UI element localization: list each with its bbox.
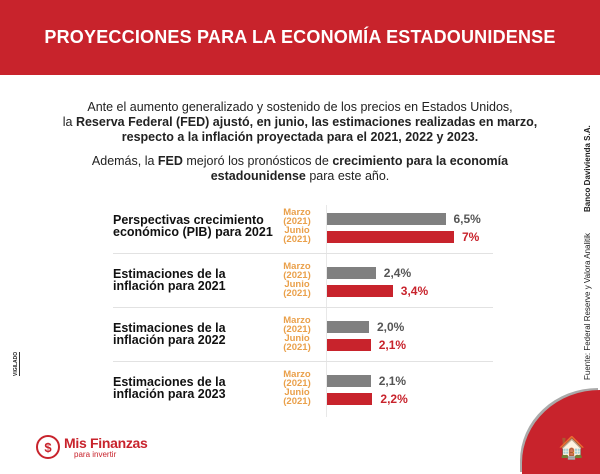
house-mascot-icon: 🏠 xyxy=(558,435,586,460)
intro-text-bold: crecimiento para la economía estadounide… xyxy=(210,154,509,183)
bar-marzo xyxy=(327,321,369,333)
header-banner: PROYECCIONES PARA LA ECONOMÍA ESTADOUNID… xyxy=(0,0,600,75)
series-label: Marzo (2021) xyxy=(283,315,311,335)
vigilado-seal: VIGILADO xyxy=(13,351,20,376)
row-divider xyxy=(113,253,493,254)
page-title: PROYECCIONES PARA LA ECONOMÍA ESTADOUNID… xyxy=(44,27,556,47)
category-label: Perspectivas crecimiento económico (PIB)… xyxy=(113,213,273,239)
data-label: 2,2% xyxy=(380,392,408,406)
bar-marzo xyxy=(327,375,371,387)
row-divider xyxy=(113,361,493,362)
intro-text-plain: para este año. xyxy=(305,169,390,183)
data-label: 6,5% xyxy=(453,212,481,226)
mis-finanzas-logo: $ Mis Finanzas para invertir xyxy=(36,435,148,459)
source-text: Fuente: Federal Reserve y Valora Analiti… xyxy=(583,232,592,380)
series-label: Marzo (2021) xyxy=(283,261,311,281)
bar-marzo xyxy=(327,213,446,225)
bar-junio xyxy=(327,231,454,243)
intro-text-plain: la xyxy=(62,115,76,129)
series-label: Marzo (2021) xyxy=(283,207,311,227)
data-label: 2,1% xyxy=(378,374,407,388)
intro-text-plain: mejoró los pronósticos de xyxy=(182,154,333,168)
data-label: 3,4% xyxy=(400,284,429,298)
row-divider xyxy=(113,307,493,308)
intro-line: Ante el aumento generalizado y sostenido… xyxy=(87,100,513,114)
data-label: 7% xyxy=(462,230,480,244)
logo-tagline: para invertir xyxy=(74,449,117,459)
bar-junio xyxy=(327,339,371,351)
data-label: 2,4% xyxy=(383,266,412,280)
series-label: Junio (2021) xyxy=(283,225,311,245)
brand-blob xyxy=(522,390,600,474)
series-label: Junio (2021) xyxy=(283,279,311,299)
series-label: Junio (2021) xyxy=(283,333,311,353)
category-label: Estimaciones de la inflación para 2022 xyxy=(113,321,226,347)
bar-junio xyxy=(327,393,373,405)
category-label: Estimaciones de la inflación para 2021 xyxy=(113,267,226,293)
dollar-icon: $ xyxy=(36,435,60,459)
axis-line xyxy=(326,205,327,417)
bar-marzo xyxy=(327,267,376,279)
credit-text: Banco Davivienda S.A. xyxy=(583,125,592,212)
intro-text-plain: Además, la xyxy=(91,154,158,168)
series-label: Marzo (2021) xyxy=(283,369,311,389)
data-label: 2,1% xyxy=(378,338,407,352)
series-label: Junio (2021) xyxy=(283,387,311,407)
bar-junio xyxy=(327,285,393,297)
logo-name: Mis Finanzas xyxy=(64,434,148,451)
intro-text-bold: Reserva Federal (FED) ajustó, en junio, … xyxy=(75,115,538,144)
data-label: 2,0% xyxy=(377,320,405,334)
category-label: Estimaciones de la inflación para 2023 xyxy=(113,375,226,401)
intro-text-bold: FED xyxy=(157,154,183,168)
intro-text: Ante el aumento generalizado y sostenido… xyxy=(60,100,540,193)
